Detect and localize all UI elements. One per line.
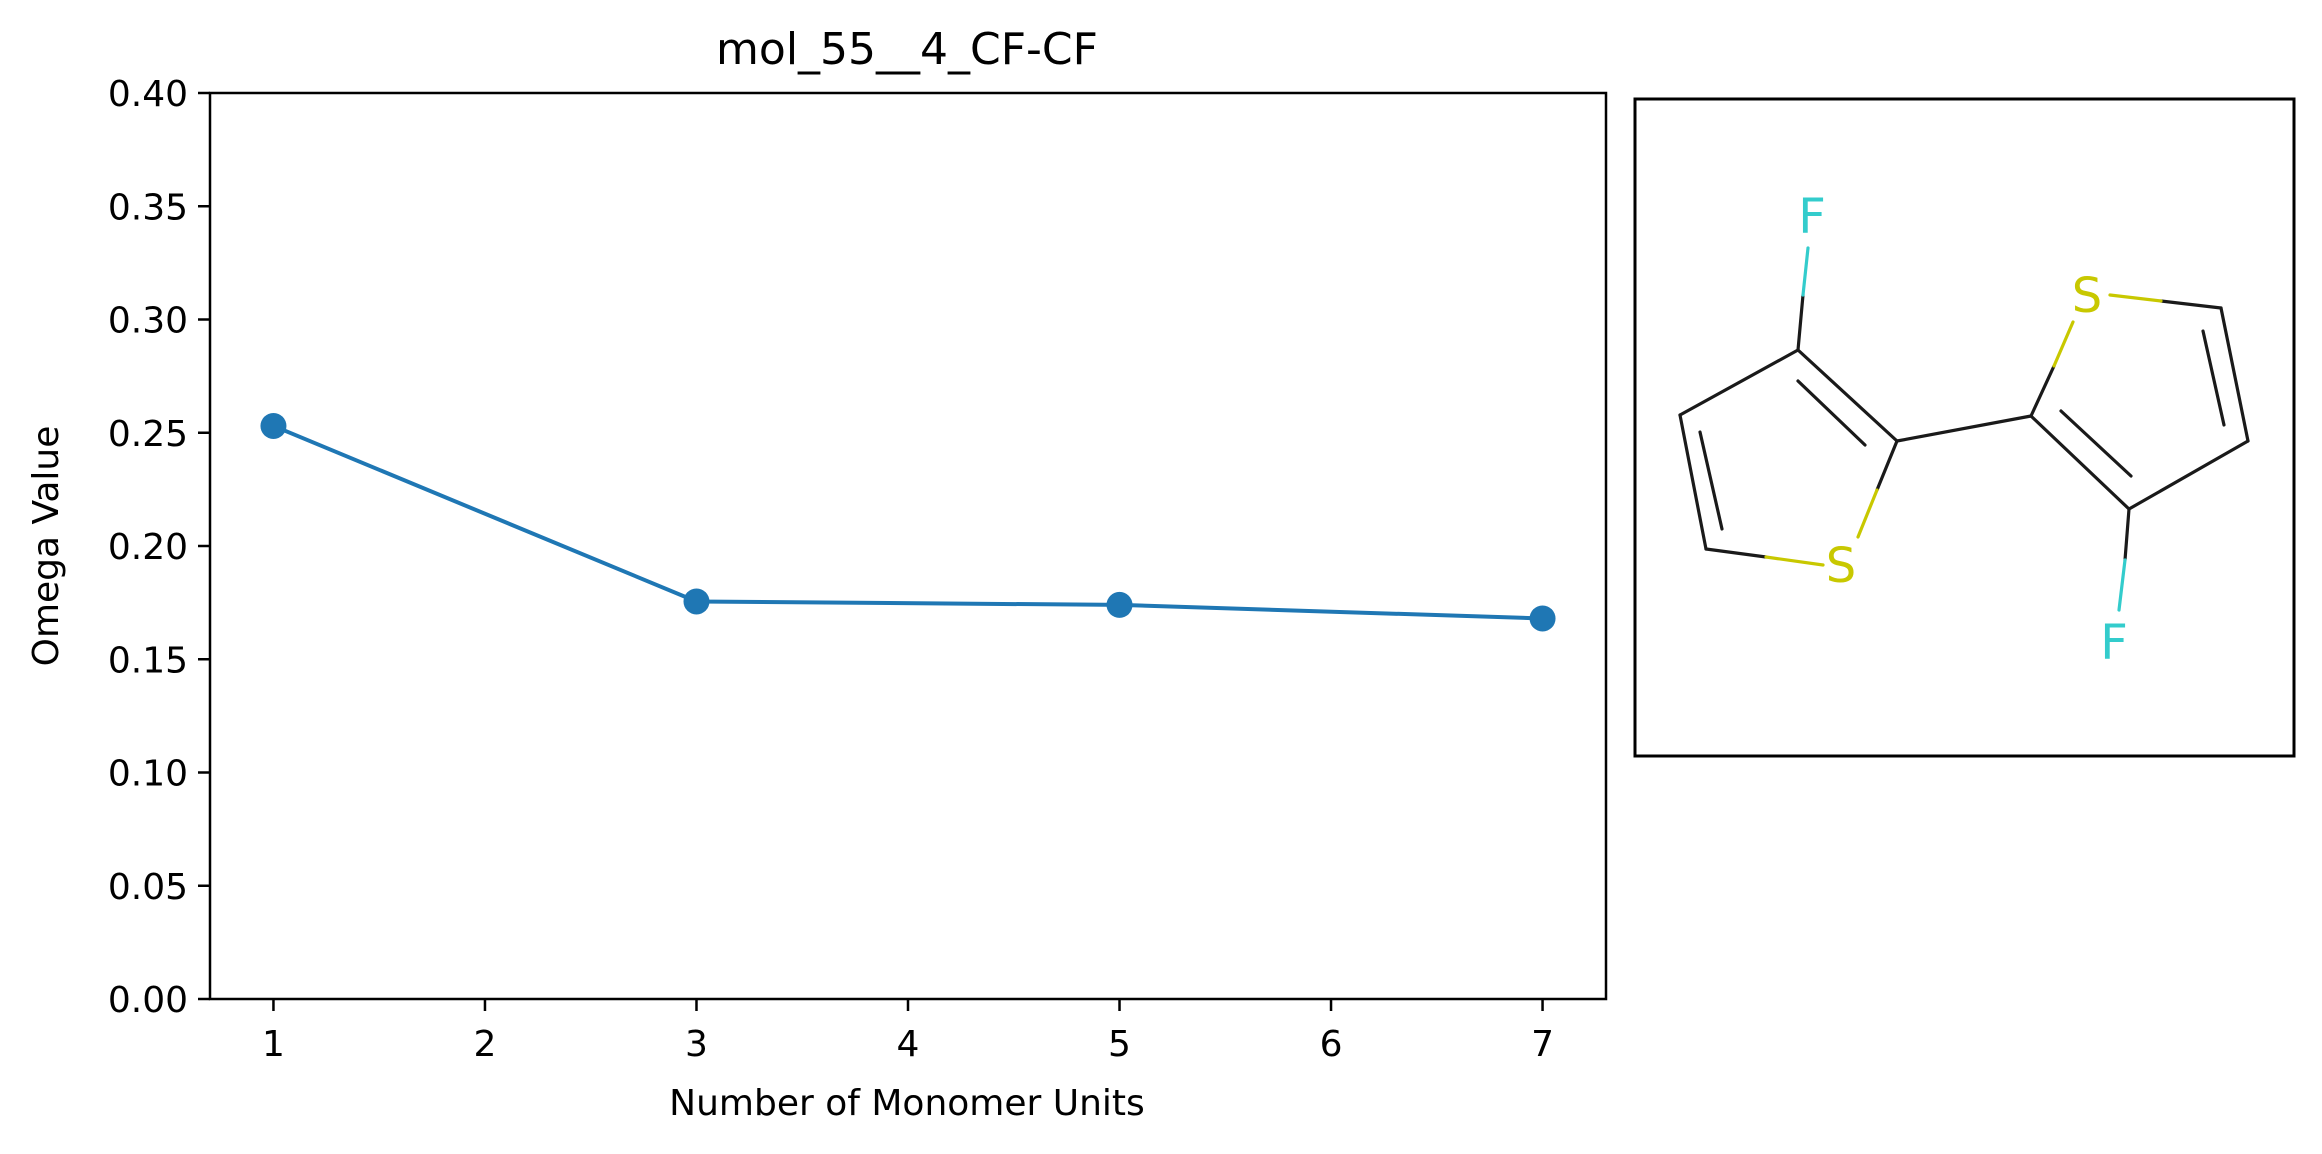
bond xyxy=(2159,299,2223,310)
bond xyxy=(2029,364,2056,418)
y-tick-label: 0.35 xyxy=(108,187,188,228)
data-point xyxy=(683,588,710,615)
bond xyxy=(1796,293,1805,352)
y-tick-label: 0.05 xyxy=(108,867,188,908)
bond xyxy=(1875,439,1899,492)
atom-label-fluorine-bottom: F xyxy=(2100,615,2128,671)
fluorine-bond-segments xyxy=(1801,246,2127,612)
x-tick-label: 7 xyxy=(1531,1024,1554,1065)
bond xyxy=(1796,348,1899,443)
chart-title: mol_55__4_CF-CF xyxy=(716,24,1098,75)
x-tick-label: 2 xyxy=(474,1024,497,1065)
y-tick-label: 0.20 xyxy=(108,527,188,568)
y-axis-ticks: 0.00 0.05 0.10 0.15 0.20 0.25 0.30 0.35 0.40 xyxy=(108,74,210,1021)
data-point xyxy=(1529,605,1556,632)
bond-lines xyxy=(1678,293,2250,562)
sulfur-bond-segments xyxy=(1764,293,2163,567)
bond xyxy=(1856,488,1879,539)
y-tick-label: 0.30 xyxy=(108,301,188,342)
y-tick-label: 0.40 xyxy=(108,74,188,115)
bond xyxy=(1698,430,1724,531)
bond xyxy=(1895,414,2033,443)
y-tick-label: 0.15 xyxy=(108,640,188,681)
data-point xyxy=(260,412,287,439)
bond xyxy=(1678,413,1708,551)
plot-frame xyxy=(208,91,1608,1001)
y-tick-label: 0.00 xyxy=(108,980,188,1021)
x-axis-ticks: 1 2 3 4 5 6 7 xyxy=(262,999,1554,1065)
atom-label-fluorine-top: F xyxy=(1798,189,1826,245)
series-layer xyxy=(260,412,1556,632)
bond xyxy=(1796,379,1867,447)
atom-label-sulfur-left: S xyxy=(1826,538,1856,594)
bond xyxy=(2123,507,2131,562)
bond xyxy=(2059,409,2133,478)
bond xyxy=(2117,558,2127,612)
bond xyxy=(2108,293,2163,303)
bond xyxy=(1704,547,1768,559)
y-tick-label: 0.25 xyxy=(108,414,188,455)
data-point xyxy=(1106,591,1133,618)
bond xyxy=(2127,439,2250,511)
y-tick-label: 0.10 xyxy=(108,754,188,795)
bond xyxy=(2052,320,2075,368)
bond xyxy=(1801,246,1810,297)
bond xyxy=(2201,329,2226,427)
bond xyxy=(1764,555,1825,567)
y-axis-label: Omega Value xyxy=(26,426,67,667)
x-axis-label: Number of Monomer Units xyxy=(669,1083,1145,1124)
x-tick-label: 6 xyxy=(1320,1024,1343,1065)
bond xyxy=(2219,306,2250,443)
structure-panel: F S S F xyxy=(1633,97,2296,758)
bond xyxy=(2029,414,2131,511)
x-tick-label: 4 xyxy=(897,1024,920,1065)
x-tick-label: 1 xyxy=(262,1024,285,1065)
atom-label-sulfur-right: S xyxy=(2072,268,2102,324)
series-line xyxy=(272,424,1543,621)
bond xyxy=(1678,348,1800,417)
x-tick-label: 5 xyxy=(1108,1024,1131,1065)
x-tick-label: 3 xyxy=(685,1024,708,1065)
